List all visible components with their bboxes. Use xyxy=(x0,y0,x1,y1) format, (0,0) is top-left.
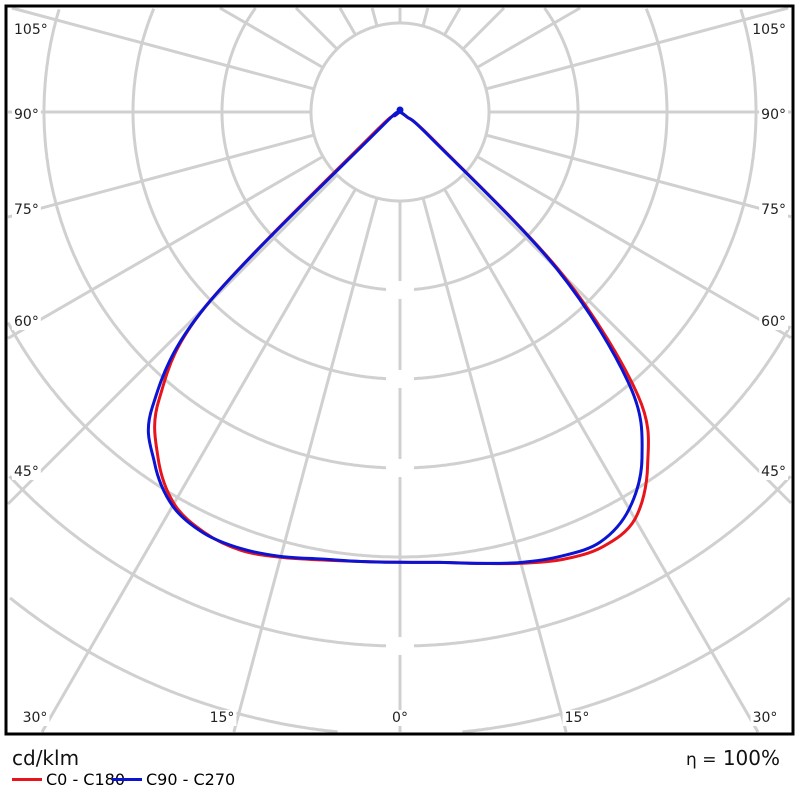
angle-label-bg xyxy=(759,107,788,123)
angle-label-right: 105° xyxy=(752,22,786,38)
angle-label-left: 105° xyxy=(14,22,48,38)
grid-spoke xyxy=(461,173,793,505)
angle-label-bg xyxy=(12,107,41,123)
ring-label-slot xyxy=(386,281,414,299)
grid-spoke xyxy=(461,6,506,51)
angle-label-bg xyxy=(759,202,788,218)
angle-label-bg xyxy=(12,464,41,480)
polar-grid xyxy=(6,6,793,734)
legend-label: C90 - C270 xyxy=(146,770,236,789)
grid-spoke xyxy=(476,6,581,69)
angle-label-right: 45° xyxy=(761,464,786,480)
grid-spoke xyxy=(370,7,379,27)
efficiency-value: 100% xyxy=(722,746,780,770)
angle-label-bg xyxy=(12,202,41,218)
angle-label-bottom: 30° xyxy=(23,710,48,726)
angle-label-bg xyxy=(390,710,410,726)
angle-labels: 30° 15° 0° 15° 30° 45° 60° 75° 90° 105° 45° 60° 75° 9… xyxy=(12,22,788,726)
angle-label-bg xyxy=(20,710,50,726)
ring-label-slot xyxy=(386,370,414,388)
unit-label: cd/klm xyxy=(12,746,80,770)
curve-origin-dot xyxy=(396,106,404,114)
grid-ring xyxy=(8,475,792,648)
angle-label-left: 45° xyxy=(14,464,39,480)
grid-ring xyxy=(42,9,758,470)
grid-spoke xyxy=(40,188,357,733)
legend-item-c90-c270: C90 - C270 xyxy=(112,770,235,789)
grid-spoke xyxy=(232,197,379,733)
grid-spoke xyxy=(443,188,760,733)
angle-label-right: 60° xyxy=(761,314,786,330)
grid-spoke xyxy=(421,197,568,733)
grid-ring xyxy=(9,596,791,734)
grid-spoke xyxy=(7,133,315,219)
curves xyxy=(146,106,650,566)
ring-label-slot xyxy=(386,637,414,655)
angle-label-bg xyxy=(207,710,237,726)
legend-swatch xyxy=(112,778,142,781)
angle-label-bottom: 30° xyxy=(753,710,778,726)
angle-label-bg xyxy=(12,314,41,330)
angle-label-bg xyxy=(759,314,788,330)
angle-label-right: 90° xyxy=(761,107,786,123)
legend-swatch xyxy=(12,778,42,781)
angle-label-bg xyxy=(12,22,50,38)
grid-spoke xyxy=(294,6,339,51)
legend-label: C0 - C180 xyxy=(46,770,126,789)
grid-spoke xyxy=(476,155,792,340)
angle-label-bg xyxy=(562,710,592,726)
angle-label-bottom: 15° xyxy=(210,710,235,726)
grid-spoke xyxy=(219,6,324,69)
grid-ring xyxy=(6,321,792,559)
angle-label-left: 75° xyxy=(14,202,39,218)
efficiency-label: η = 100% xyxy=(686,746,780,770)
grid-spoke xyxy=(485,133,792,219)
grid-spoke xyxy=(338,7,357,36)
grid-ring xyxy=(131,8,669,381)
efficiency-symbol: η = xyxy=(686,750,717,770)
angle-label-bottom: 15° xyxy=(565,710,590,726)
legend-item-c0-c180: C0 - C180 xyxy=(12,770,125,789)
angle-label-left: 90° xyxy=(14,107,39,123)
angle-label-bg xyxy=(750,710,780,726)
grid-spoke xyxy=(6,173,339,506)
angle-label-left: 60° xyxy=(14,314,39,330)
plot-frame xyxy=(4,4,795,736)
grid-spoke xyxy=(11,6,315,91)
ring-label-slot xyxy=(386,459,414,477)
angle-label-bg xyxy=(750,22,788,38)
angle-label-bg xyxy=(759,464,788,480)
grid-spoke xyxy=(443,7,462,36)
angle-label-right: 75° xyxy=(761,202,786,218)
grid-spoke xyxy=(7,155,324,340)
curve-c90-c270 xyxy=(146,110,644,565)
grid-spoke xyxy=(485,6,789,91)
angle-label-bottom: 0° xyxy=(392,710,408,726)
grid-spoke xyxy=(421,7,430,27)
